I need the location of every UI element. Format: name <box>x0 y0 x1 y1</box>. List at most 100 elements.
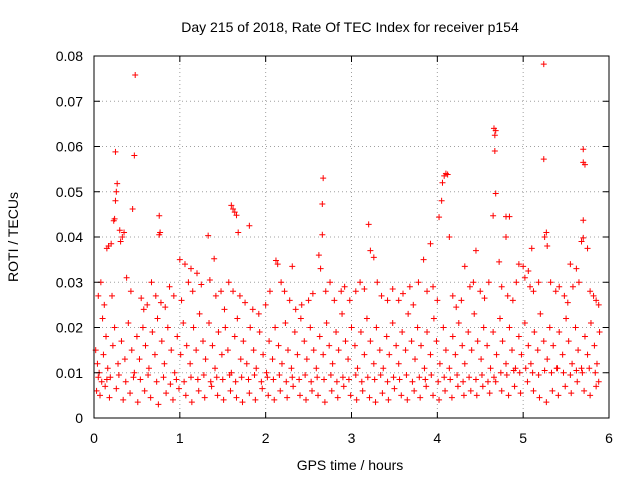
data-point <box>480 324 487 331</box>
data-point <box>104 365 111 372</box>
data-point <box>255 310 262 317</box>
data-point <box>201 394 208 401</box>
data-point <box>322 288 329 295</box>
data-point <box>266 338 273 345</box>
data-point <box>458 297 465 304</box>
data-point <box>264 374 271 381</box>
data-point <box>373 324 380 331</box>
data-point <box>174 333 181 340</box>
data-point <box>329 360 336 367</box>
y-tick-label: 0.04 <box>56 229 83 245</box>
data-point <box>354 365 361 372</box>
data-point <box>389 286 396 293</box>
data-point <box>556 329 563 336</box>
data-point <box>403 372 410 379</box>
data-point <box>554 365 561 372</box>
data-point <box>111 324 118 331</box>
data-point <box>530 288 537 295</box>
data-point <box>219 376 226 383</box>
data-point <box>305 297 312 304</box>
data-point <box>552 288 559 295</box>
data-point <box>116 227 123 234</box>
data-point <box>492 190 499 197</box>
data-point <box>474 338 481 345</box>
data-point <box>151 351 158 358</box>
data-point <box>383 333 390 340</box>
data-point <box>540 338 547 345</box>
data-point <box>499 338 506 345</box>
data-point <box>187 360 194 367</box>
data-point <box>212 365 219 372</box>
data-point <box>546 324 553 331</box>
data-point <box>441 374 448 381</box>
data-point <box>266 288 273 295</box>
data-point <box>430 392 437 399</box>
data-point <box>230 288 237 295</box>
data-point <box>563 315 570 322</box>
data-point <box>106 394 113 401</box>
data-point <box>359 387 366 394</box>
data-point <box>361 286 368 293</box>
y-tick-label: 0.06 <box>56 139 83 155</box>
data-point <box>145 365 152 372</box>
data-point <box>272 257 279 264</box>
data-point <box>351 342 358 349</box>
data-point <box>378 292 385 299</box>
x-tick-label: 1 <box>176 430 184 446</box>
data-point <box>321 376 328 383</box>
data-point <box>460 378 467 385</box>
data-point <box>565 338 572 345</box>
data-point <box>342 338 349 345</box>
data-point <box>442 387 449 394</box>
data-point <box>190 324 197 331</box>
data-point <box>112 148 119 155</box>
x-tick-label: 6 <box>605 430 613 446</box>
data-point <box>115 360 122 367</box>
data-point <box>430 315 437 322</box>
data-point <box>427 351 434 358</box>
data-point <box>158 338 165 345</box>
data-point <box>302 372 309 379</box>
data-point <box>212 292 219 299</box>
data-point <box>541 234 548 240</box>
data-point <box>303 396 310 403</box>
y-tick-label: 0.01 <box>56 365 83 381</box>
data-point <box>234 315 241 322</box>
data-point <box>271 396 278 403</box>
data-point <box>503 360 509 367</box>
data-point <box>333 378 340 385</box>
data-point <box>250 347 257 354</box>
data-point <box>420 256 427 263</box>
data-point <box>370 360 377 367</box>
data-point <box>442 347 449 354</box>
data-point <box>595 301 602 308</box>
data-point <box>580 146 587 153</box>
data-point <box>399 329 406 336</box>
data-point <box>410 301 417 308</box>
data-point <box>405 310 412 317</box>
data-point <box>521 274 528 281</box>
data-point <box>441 172 448 179</box>
data-point <box>218 351 225 358</box>
data-point <box>243 360 250 367</box>
data-point <box>214 392 221 399</box>
data-point <box>562 383 569 390</box>
data-point <box>334 394 341 401</box>
data-point <box>376 347 383 354</box>
data-point <box>536 394 543 401</box>
data-point <box>520 263 527 270</box>
data-point <box>180 319 187 326</box>
data-point <box>130 374 137 381</box>
data-point <box>238 374 245 381</box>
x-tick-label: 2 <box>262 430 270 446</box>
data-point <box>528 245 535 252</box>
data-point <box>573 367 580 374</box>
data-point <box>586 365 593 372</box>
data-point <box>374 279 381 286</box>
data-point <box>200 338 207 345</box>
data-point <box>481 295 488 302</box>
data-point <box>183 342 190 349</box>
data-point <box>166 283 173 290</box>
data-point <box>176 256 183 263</box>
data-point <box>309 387 316 394</box>
